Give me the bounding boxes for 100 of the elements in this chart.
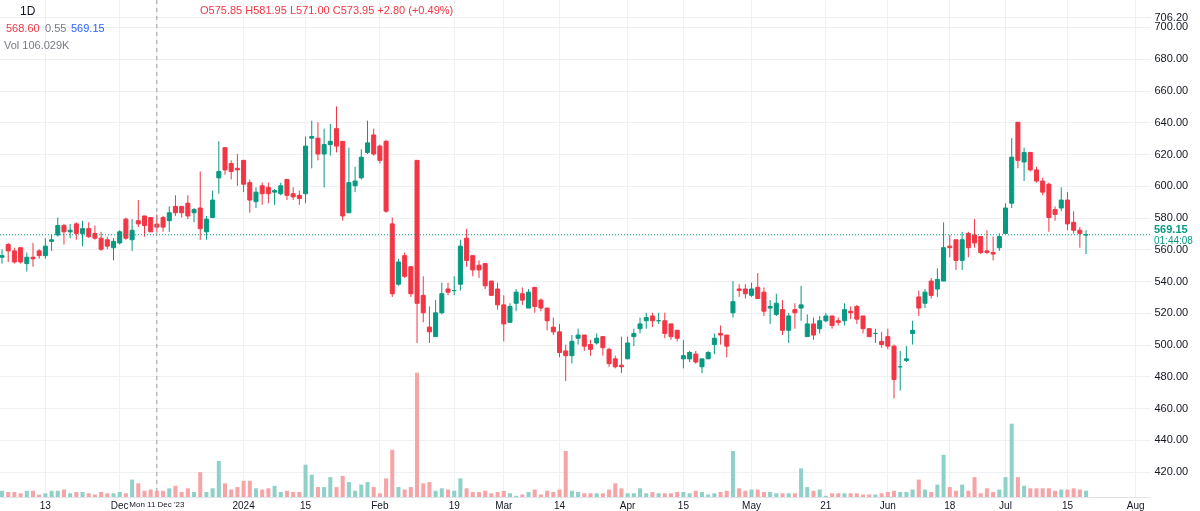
bar <box>501 490 506 497</box>
x-tick-label: 18 <box>944 499 956 511</box>
bar <box>278 492 283 497</box>
candlestick <box>792 302 798 330</box>
candlestick <box>253 186 259 209</box>
bar <box>848 493 853 497</box>
bar <box>303 464 308 497</box>
bar <box>247 480 252 497</box>
bar <box>396 487 401 497</box>
bar <box>55 490 60 497</box>
bar <box>86 493 91 497</box>
bar <box>105 493 110 497</box>
y-tick-label: 540.00 <box>1154 274 1189 287</box>
candlestick <box>575 328 581 346</box>
bar <box>916 479 921 497</box>
bar <box>464 488 469 497</box>
candlestick <box>730 280 736 319</box>
chart-title: 1D <box>20 4 36 18</box>
bar <box>167 488 172 497</box>
bar <box>718 492 723 497</box>
candlestick <box>42 237 48 260</box>
candlestick <box>395 258 401 287</box>
bar <box>470 492 475 497</box>
candlestick <box>358 148 364 180</box>
y-tick-label: 480.00 <box>1154 369 1189 382</box>
bar <box>650 492 655 497</box>
x-tick-label: 2024 <box>232 499 256 511</box>
x-tick-label: Feb <box>371 499 389 511</box>
bar <box>377 493 382 497</box>
bar <box>557 489 562 497</box>
bar <box>291 492 296 497</box>
bar <box>904 492 909 497</box>
bar <box>507 493 512 497</box>
candlestick <box>625 336 631 360</box>
bar <box>805 487 810 497</box>
bar <box>1059 489 1064 497</box>
candlestick <box>309 120 315 169</box>
bar <box>885 492 890 497</box>
bar <box>898 492 903 497</box>
bar <box>600 493 605 497</box>
bar <box>755 489 760 497</box>
bar <box>204 492 209 497</box>
text: 01:44:08 <box>1154 234 1194 246</box>
bar <box>489 493 494 497</box>
bar <box>1040 488 1045 497</box>
bar <box>216 460 221 497</box>
bar <box>408 487 413 497</box>
candlestick <box>61 223 67 246</box>
bar <box>61 489 66 497</box>
candlestick <box>1021 147 1027 182</box>
bar <box>402 489 407 497</box>
bar <box>594 493 599 497</box>
bar <box>662 493 667 497</box>
bar <box>532 489 537 497</box>
bar <box>439 488 444 497</box>
bar <box>80 492 85 497</box>
bar <box>161 490 166 497</box>
bar <box>774 493 779 497</box>
x-tick-label: Jul <box>999 499 1012 511</box>
bar <box>384 478 389 497</box>
bar <box>309 474 314 497</box>
bar <box>1071 488 1076 497</box>
bar <box>1034 488 1039 497</box>
x-tick-label: Mon 11 Dec '23 <box>129 499 186 509</box>
bar <box>780 493 785 497</box>
bar <box>922 489 927 497</box>
bar <box>675 492 680 497</box>
candlestick <box>780 299 786 336</box>
bar <box>842 493 847 497</box>
bar <box>24 490 29 497</box>
candlestick <box>637 317 643 334</box>
bar <box>576 492 581 497</box>
candlestick <box>197 170 203 241</box>
bar <box>241 480 246 497</box>
annotation: 568.60 <box>6 22 40 34</box>
candlestick <box>711 332 717 355</box>
bar <box>607 489 612 497</box>
bar <box>315 487 320 497</box>
bar <box>786 493 791 497</box>
bar <box>1084 490 1089 497</box>
bar <box>210 488 215 497</box>
x-tick-label: 21 <box>820 499 832 511</box>
candlestick <box>1058 186 1064 212</box>
bar <box>260 489 265 497</box>
bar <box>179 492 184 497</box>
candlestick <box>210 190 216 219</box>
candlestick <box>364 120 370 155</box>
bar <box>136 483 141 497</box>
bar <box>966 490 971 497</box>
x-tick-label: Aug <box>1126 499 1145 511</box>
bar <box>768 492 773 497</box>
candlestick <box>191 207 197 223</box>
bar <box>483 490 488 497</box>
bar <box>669 493 674 497</box>
y-tick-label: 680.00 <box>1154 52 1189 65</box>
bar <box>123 493 128 497</box>
candlestick <box>513 288 519 312</box>
bar <box>266 488 271 497</box>
bar <box>43 493 48 497</box>
bar <box>1065 489 1070 497</box>
